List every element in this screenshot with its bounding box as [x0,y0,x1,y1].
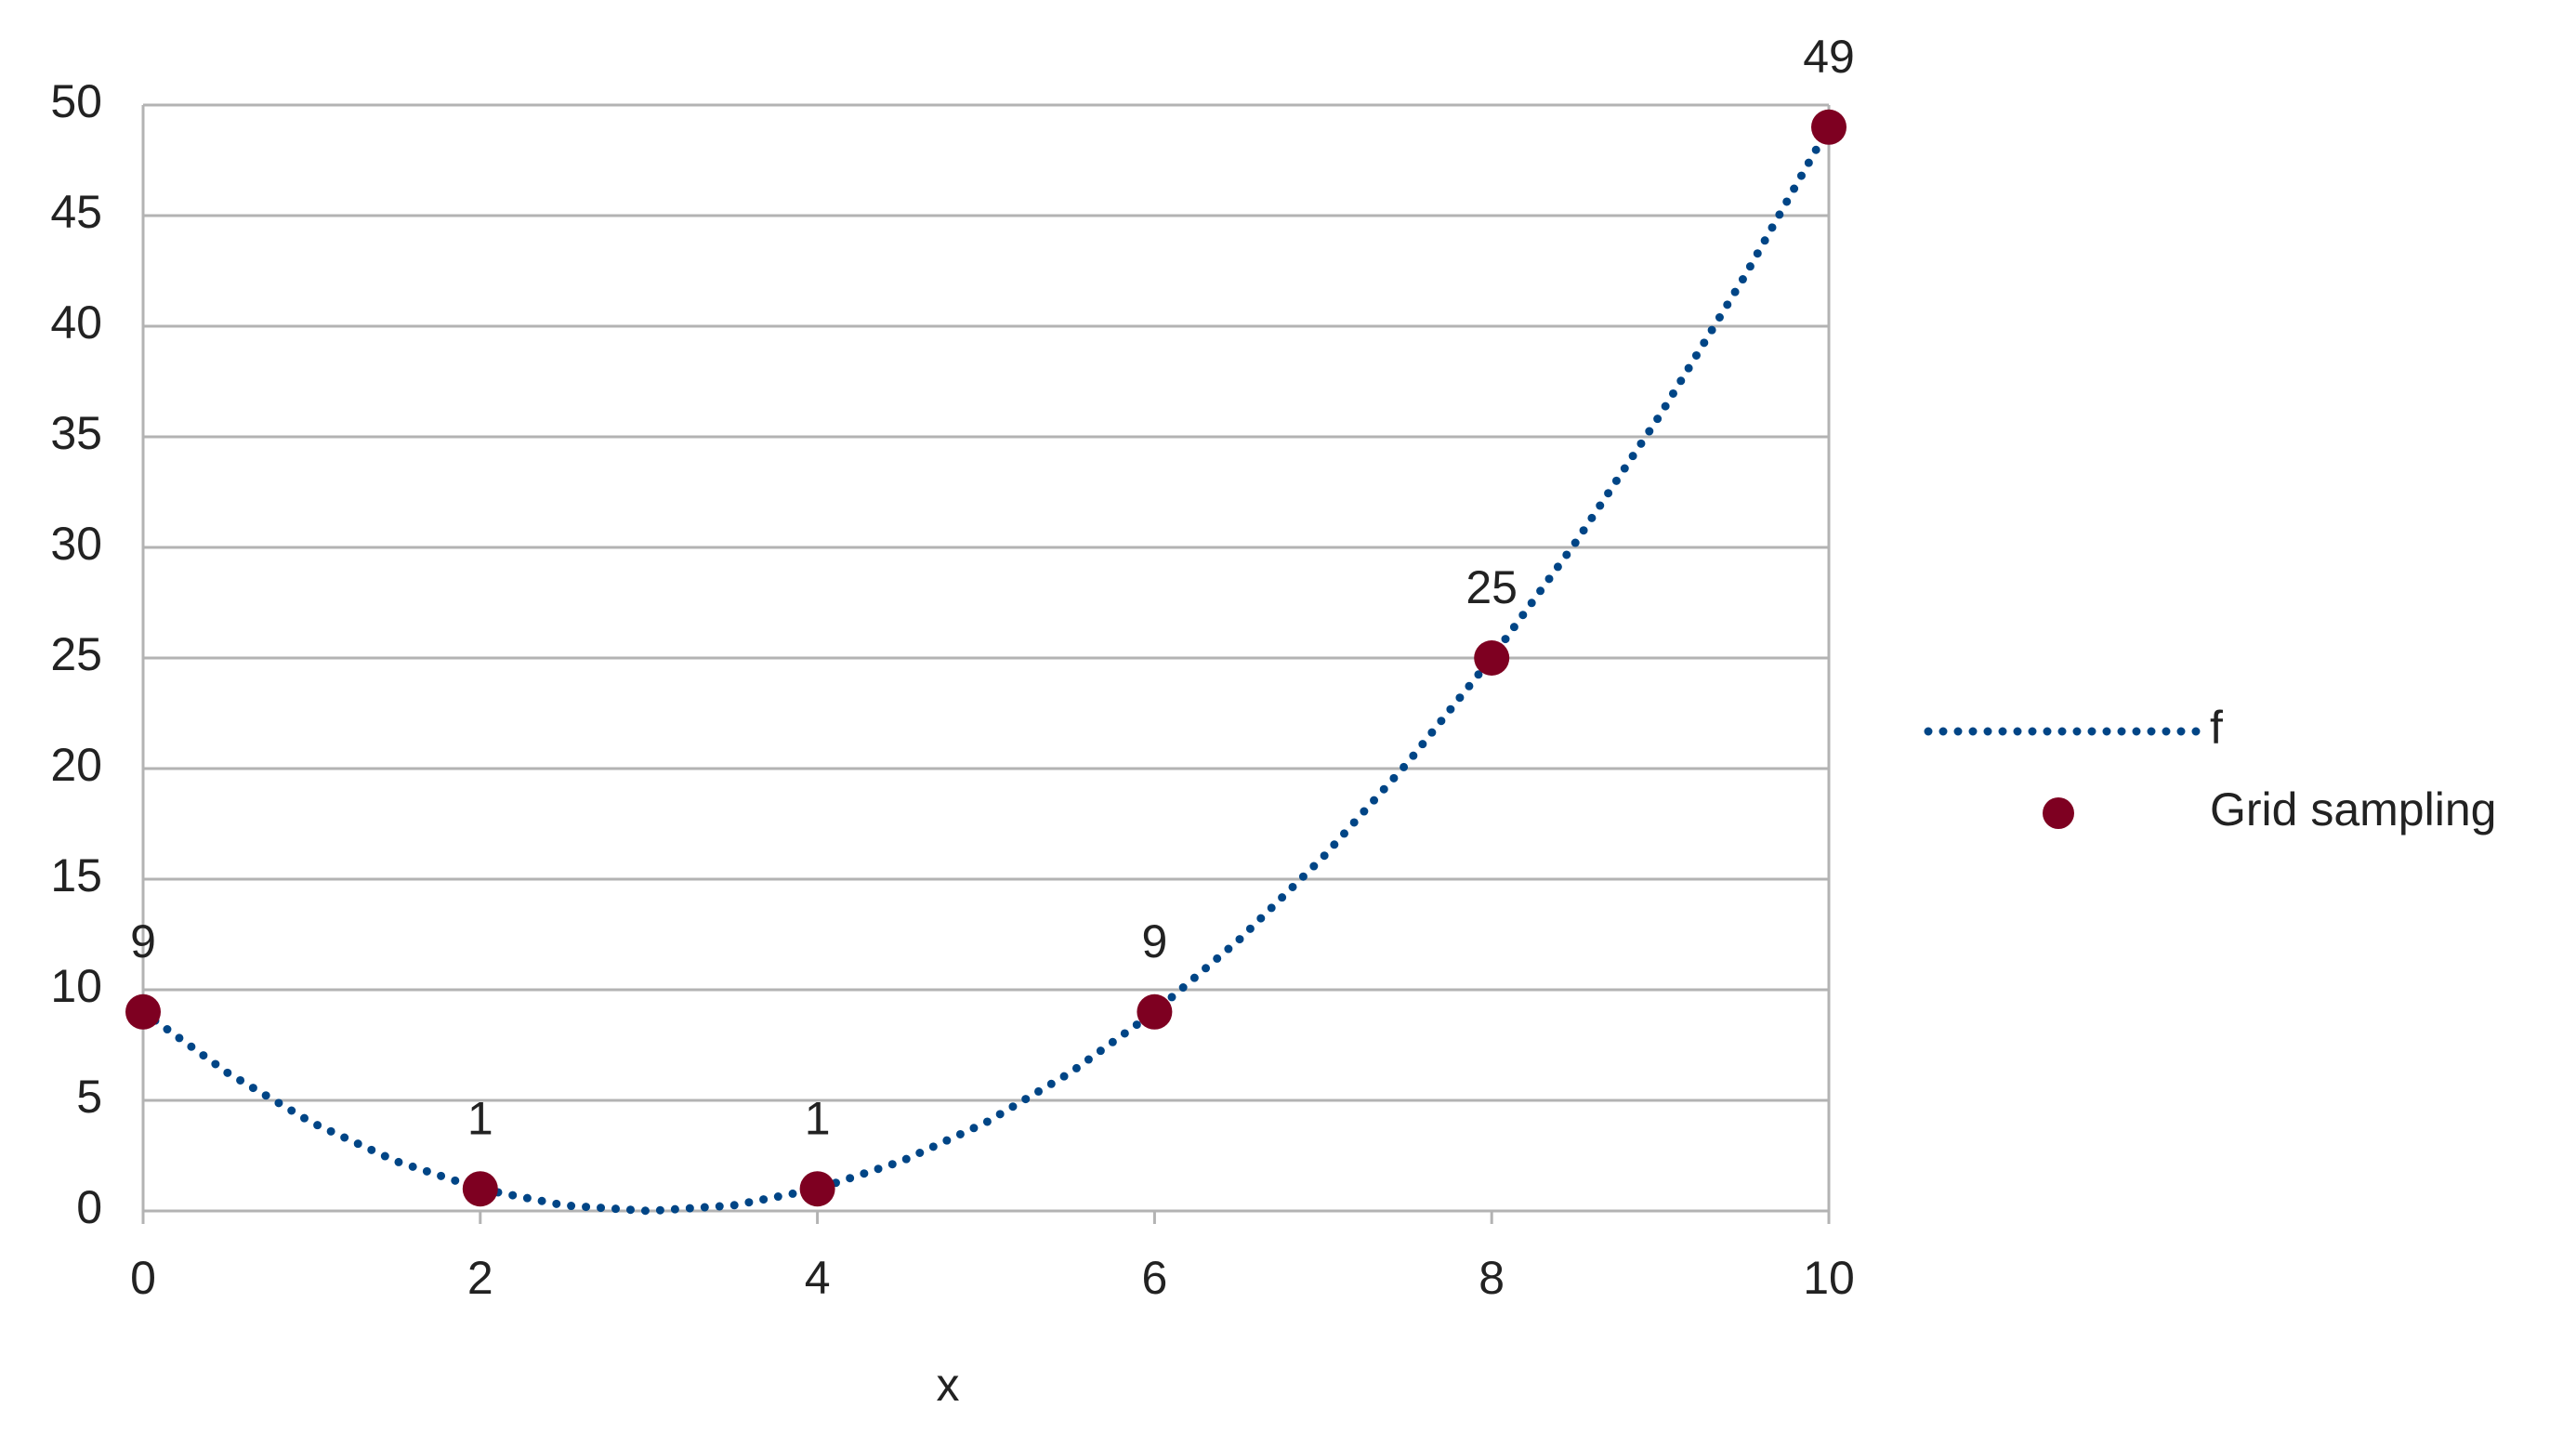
y-tick-label: 45 [50,186,102,238]
data-point [125,993,161,1030]
y-tick-label: 20 [50,739,102,791]
data-point [799,1171,835,1207]
x-tick-label: 2 [467,1252,493,1304]
data-point [462,1171,498,1207]
x-tick-label: 4 [805,1252,831,1304]
y-tick-label: 40 [50,296,102,349]
x-tick-label: 0 [130,1252,156,1304]
line-series [138,123,1833,1216]
x-tick-label: 10 [1803,1252,1855,1304]
y-tick-label: 35 [50,407,102,459]
data-label: 1 [805,1092,831,1144]
y-tick-label: 0 [76,1181,102,1233]
x-axis-label: x [937,1359,960,1411]
data-label: 49 [1803,31,1855,83]
data-label: 9 [1141,915,1167,967]
legend-label: Grid sampling [2210,783,2496,835]
y-tick-label: 15 [50,849,102,901]
y-tick-label: 50 [50,75,102,127]
data-label: 1 [467,1092,493,1144]
legend-swatch [2043,797,2074,829]
y-tick-label: 5 [76,1071,102,1123]
data-point [1474,640,1510,676]
y-tick-label: 25 [50,628,102,680]
y-tick-label: 30 [50,518,102,570]
data-label: 25 [1465,561,1518,613]
data-point [1137,993,1173,1030]
data-point [1811,109,1847,145]
x-tick-label: 8 [1479,1252,1505,1304]
legend-label: f [2210,702,2223,754]
x-tick-label: 6 [1141,1252,1167,1304]
data-label: 9 [130,915,156,967]
y-tick-label: 10 [50,960,102,1012]
